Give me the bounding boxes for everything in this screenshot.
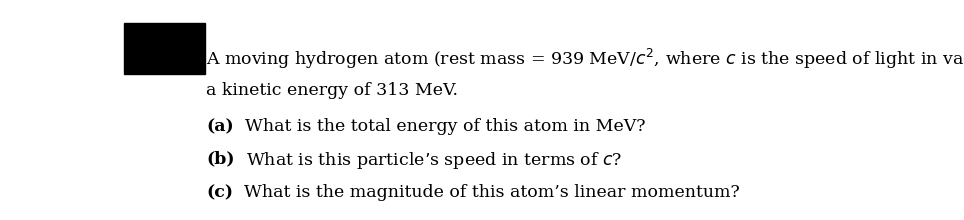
Text: What is the magnitude of this atom’s linear momentum?: What is the magnitude of this atom’s lin… xyxy=(233,184,740,201)
Text: A moving hydrogen atom (rest mass = 939 MeV/$c^2$, where $c$ is the speed of lig: A moving hydrogen atom (rest mass = 939 … xyxy=(206,47,964,71)
Text: (b): (b) xyxy=(206,150,235,167)
Text: (c): (c) xyxy=(206,184,233,201)
Bar xyxy=(124,23,205,74)
Text: What is the total energy of this atom in MeV?: What is the total energy of this atom in… xyxy=(234,118,646,135)
Text: (a): (a) xyxy=(206,118,234,135)
Text: What is this particle’s speed in terms of $c$?: What is this particle’s speed in terms o… xyxy=(235,150,623,171)
Text: a kinetic energy of 313 MeV.: a kinetic energy of 313 MeV. xyxy=(206,82,459,99)
